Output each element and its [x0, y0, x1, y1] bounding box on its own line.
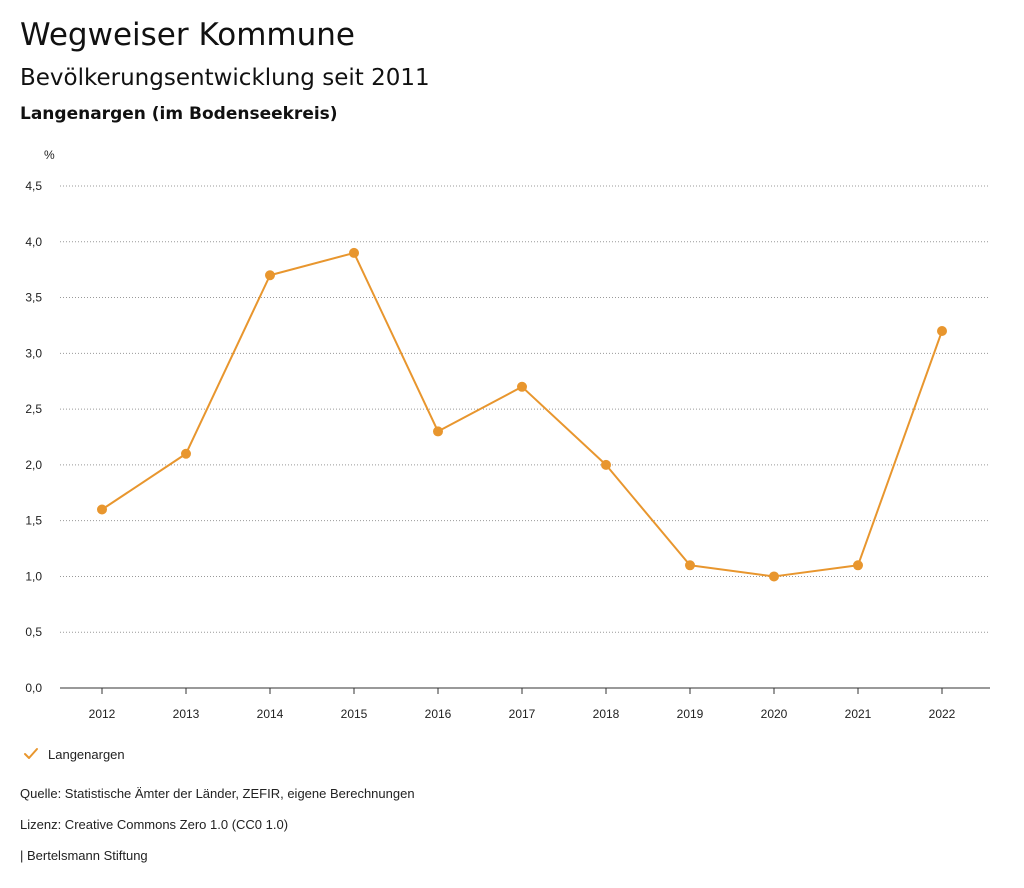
y-tick-label: 4,5: [25, 179, 42, 193]
chart-title: Langenargen (im Bodenseekreis): [20, 104, 338, 124]
y-tick-label: 4,0: [25, 235, 42, 249]
line-chart: % 0,0 0,5 1,0 1,5 2,0 2,5 3,0 3,5 4,0 4,5 2012 2013 2…: [25, 148, 990, 721]
x-tick-label: 2017: [509, 707, 536, 721]
x-tick-label: 2014: [257, 707, 284, 721]
x-tick-label: 2019: [677, 707, 704, 721]
check-icon: [24, 748, 38, 759]
data-point: [601, 459, 611, 470]
y-tick-label: 1,0: [25, 569, 42, 583]
data-point: [265, 270, 275, 281]
x-tick-label: 2012: [89, 707, 116, 721]
x-tick-label: 2022: [929, 707, 956, 721]
source-note: Quelle: Statistische Ämter der Länder, Z…: [20, 786, 415, 801]
data-point: [181, 448, 191, 459]
x-tick-label: 2016: [425, 707, 452, 721]
x-tick-label: 2018: [593, 707, 620, 721]
data-point: [517, 381, 527, 392]
x-tick-label: 2015: [341, 707, 368, 721]
page-title: Wegweiser Kommune: [20, 17, 355, 53]
y-tick-label: 3,0: [25, 346, 42, 360]
page-subtitle: Bevölkerungsentwicklung seit 2011: [20, 65, 430, 91]
y-tick-label: 2,5: [25, 402, 42, 416]
data-point: [853, 560, 863, 571]
x-tick-label: 2021: [845, 707, 872, 721]
data-point: [97, 504, 107, 515]
data-point: [349, 247, 359, 258]
x-tick-label: 2020: [761, 707, 788, 721]
y-axis-unit-label: %: [44, 148, 55, 162]
series-line: [101, 251, 943, 578]
y-tick-label: 0,0: [25, 681, 42, 695]
data-point: [433, 426, 443, 437]
x-tick-label: 2013: [173, 707, 200, 721]
license-note: Lizenz: Creative Commons Zero 1.0 (CC0 1…: [20, 817, 289, 832]
data-point: [685, 560, 695, 571]
legend-item-langenargen[interactable]: Langenargen: [22, 745, 125, 763]
y-tick-label: 2,0: [25, 458, 42, 472]
data-point: [937, 326, 947, 337]
organization-note: | Bertelsmann Stiftung: [20, 848, 148, 863]
y-tick-label: 3,5: [25, 291, 42, 305]
legend-label: Langenargen: [48, 746, 125, 762]
y-tick-label: 1,5: [25, 514, 42, 528]
data-point: [769, 571, 779, 582]
y-tick-label: 0,5: [25, 625, 42, 639]
